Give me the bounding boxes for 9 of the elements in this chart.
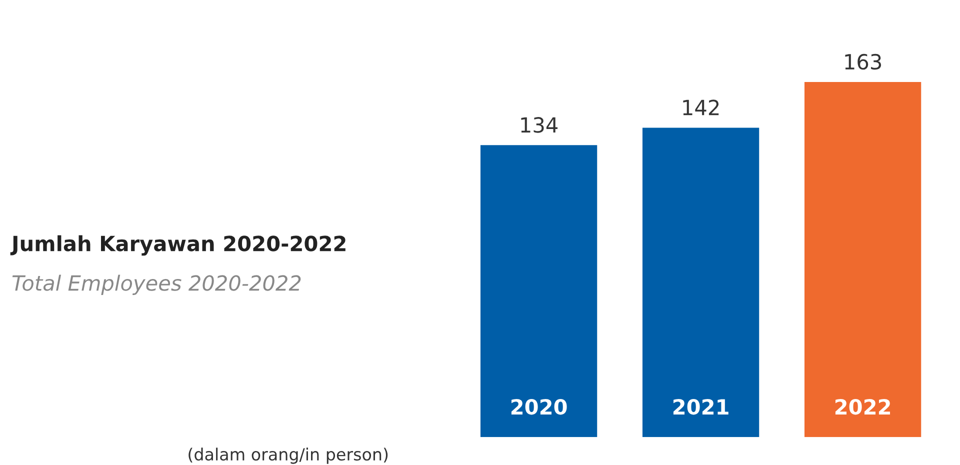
x-tick-label: 2022 xyxy=(835,398,890,415)
text: (dalam orang/in person) xyxy=(188,448,388,464)
data-label: 134 xyxy=(521,117,558,133)
text: Jumlah Karyawan 2020-2022 xyxy=(10,235,346,256)
data-label: 163 xyxy=(845,54,882,70)
x-tick-label: 2021 xyxy=(673,398,728,415)
data-label: 142 xyxy=(683,100,719,116)
x-tick-label: 2020 xyxy=(511,398,567,415)
text: Total Employees 2020-2022 xyxy=(12,274,301,295)
